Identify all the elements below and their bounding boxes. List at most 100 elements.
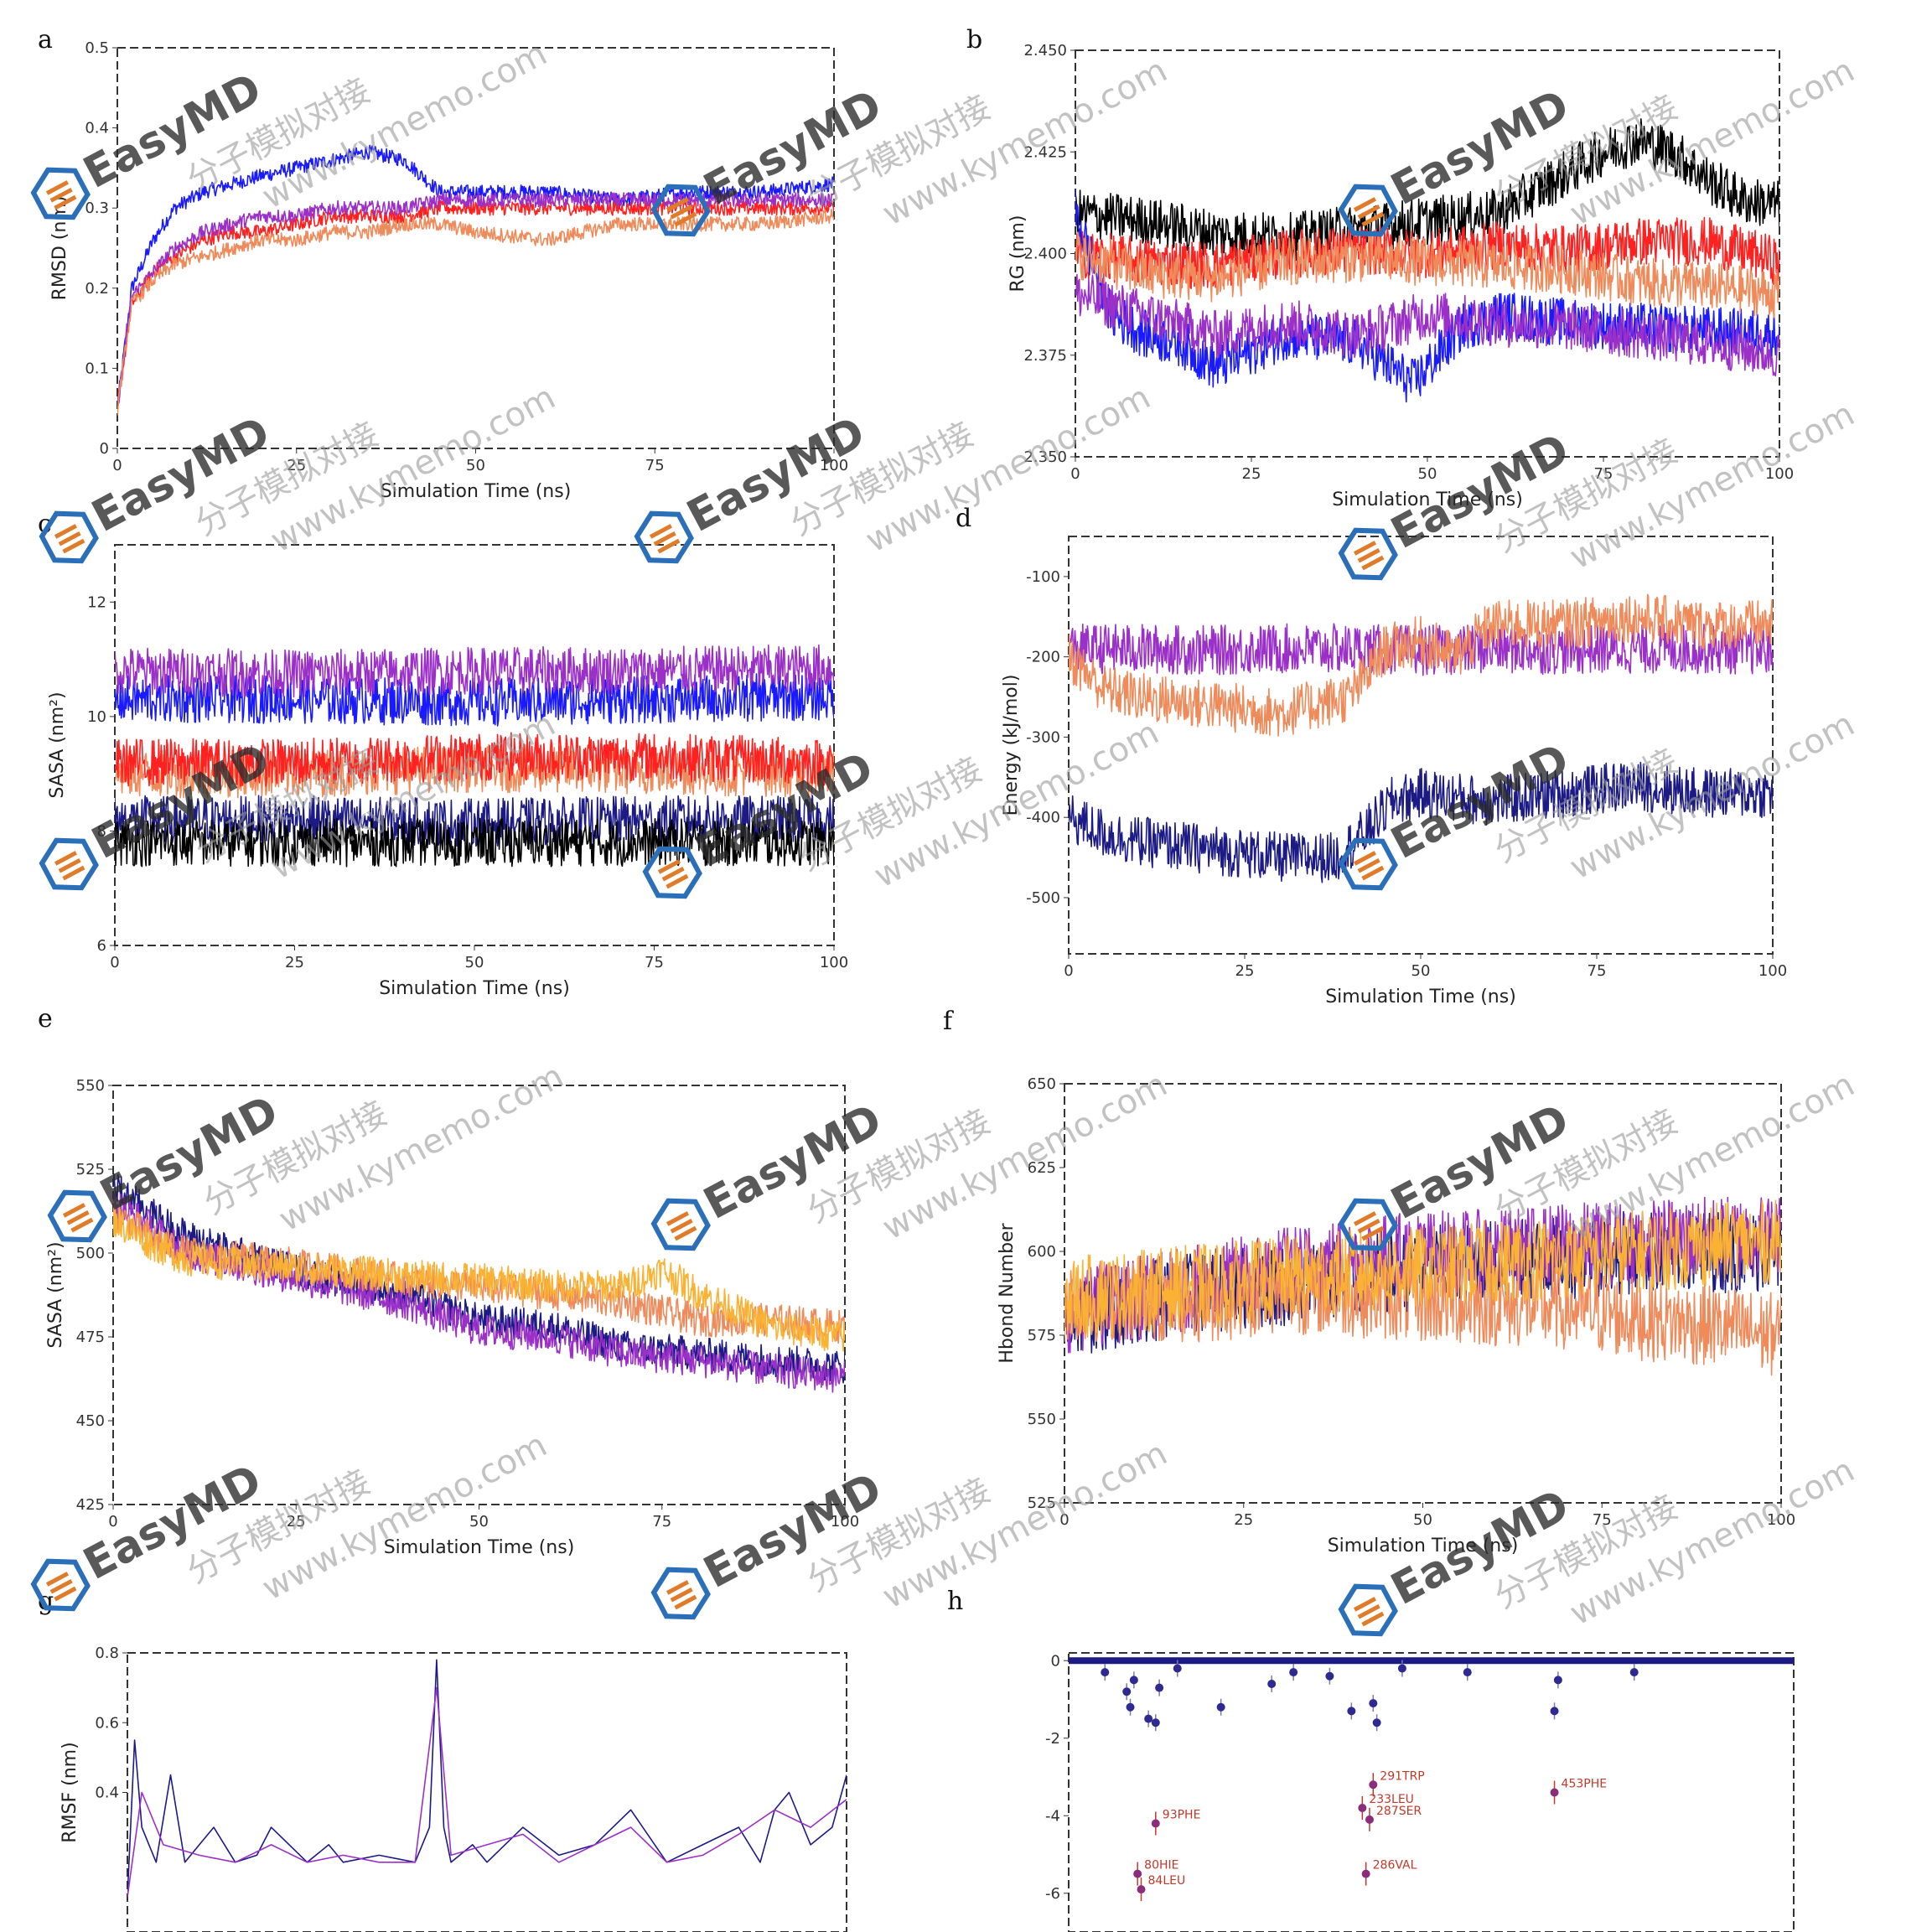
y-tick-label: 0.3 xyxy=(85,199,109,217)
series-line-3 xyxy=(1064,1199,1781,1339)
x-tick-label: 100 xyxy=(831,1513,859,1531)
data-point xyxy=(1347,1707,1356,1716)
point-label: 453PHE xyxy=(1562,1778,1608,1791)
y-tick-label: 2.400 xyxy=(1023,246,1067,263)
y-tick-label: 575 xyxy=(1028,1327,1056,1344)
data-point xyxy=(1155,1683,1164,1692)
labeled-point xyxy=(1365,1815,1374,1824)
x-tick-label: 50 xyxy=(1411,962,1431,980)
panel-letter: b xyxy=(966,25,982,54)
x-tick-label: 25 xyxy=(1235,962,1255,980)
y-tick-label: 0.4 xyxy=(85,120,109,137)
watermark-brand: EasyMD xyxy=(1383,1095,1577,1230)
y-tick-label: 500 xyxy=(76,1245,105,1262)
x-tick-label: 75 xyxy=(1594,465,1613,483)
panel-c: c 0 25 50 75 100 6 8 10 12 Simulation Time (ns) SAS… xyxy=(38,510,848,999)
series-line-3 xyxy=(115,732,834,787)
x-tick-label: 50 xyxy=(469,1513,489,1531)
x-tick-label: 75 xyxy=(652,1513,671,1531)
panel-letter: e xyxy=(38,1004,53,1033)
x-tick-label: 75 xyxy=(645,954,664,971)
series-line-1 xyxy=(1069,593,1773,737)
panel-a: a 0 25 50 75 100 0 0.1 0.2 0.3 0.4 0.5 Simulation Ti… xyxy=(38,25,848,502)
data-point xyxy=(1397,1664,1406,1673)
y-tick-label: 12 xyxy=(87,593,106,611)
plot-area xyxy=(117,144,834,416)
series-line-1 xyxy=(115,644,834,698)
y-tick-label: 525 xyxy=(1028,1494,1056,1512)
data-point xyxy=(1550,1707,1559,1716)
x-tick-label: 100 xyxy=(820,457,848,474)
y-tick-label: -500 xyxy=(1026,889,1060,907)
logo-icon-bars xyxy=(1353,1211,1385,1241)
watermark-brand: EasyMD xyxy=(696,1095,890,1230)
logo-icon xyxy=(1338,1198,1398,1251)
logo-icon xyxy=(30,1558,91,1612)
y-tick-label: 600 xyxy=(1028,1243,1056,1261)
x-tick-label: 25 xyxy=(287,1513,306,1531)
panel-e: e 0 25 50 75 100 425 450 475 500 525 550 Simulation … xyxy=(38,1004,859,1558)
point-label: 286VAL xyxy=(1373,1859,1417,1872)
labeled-point xyxy=(1361,1869,1370,1878)
series-line-3 xyxy=(1075,273,1779,377)
x-tick-label: 50 xyxy=(1418,465,1437,483)
x-axis-label: Simulation Time (ns) xyxy=(384,1537,575,1558)
x-axis-label: Simulation Time (ns) xyxy=(381,481,572,502)
data-point xyxy=(1325,1671,1334,1681)
x-tick-label: 25 xyxy=(287,457,306,474)
data-point xyxy=(1126,1702,1135,1712)
data-point xyxy=(1267,1680,1277,1688)
logo-icon-bars xyxy=(1353,197,1385,227)
y-tick-label: -6 xyxy=(1045,1885,1060,1903)
plot-area xyxy=(1075,118,1779,403)
x-tick-label: 25 xyxy=(285,954,304,971)
panel-letter: a xyxy=(38,25,53,54)
y-axis-label: RG (nm) xyxy=(1007,215,1028,293)
x-axis-label: Simulation Time (ns) xyxy=(379,978,570,999)
series-line-5 xyxy=(115,817,834,868)
y-tick-label: 0.5 xyxy=(85,39,109,57)
y-tick-label: -300 xyxy=(1026,728,1060,746)
logo-icon-bars xyxy=(45,180,77,210)
logo-icon-bars xyxy=(54,851,85,881)
data-point xyxy=(1151,1718,1160,1727)
labeled-point xyxy=(1133,1869,1142,1878)
y-tick-label: 0 xyxy=(1051,1652,1060,1670)
y-tick-label: -100 xyxy=(1026,568,1060,586)
series-line-0 xyxy=(1075,118,1779,262)
y-tick-label: -200 xyxy=(1026,649,1060,666)
y-axis-label: Energy (kJ/mol) xyxy=(1001,675,1022,816)
panel-letter: h xyxy=(947,1587,963,1616)
logo-icon xyxy=(30,167,91,220)
x-tick-label: 0 xyxy=(1064,962,1073,980)
labeled-point xyxy=(1358,1804,1367,1812)
logo-icon xyxy=(634,510,694,564)
y-tick-label: 0.6 xyxy=(95,1714,119,1732)
series-line-3 xyxy=(117,209,834,416)
labeled-point xyxy=(1550,1788,1559,1797)
logo-icon-bars xyxy=(649,524,681,554)
logo-icon xyxy=(650,1567,711,1620)
y-tick-label: 0.2 xyxy=(85,280,109,298)
y-tick-label: 6 xyxy=(97,937,106,955)
panel-letter: d xyxy=(956,504,971,533)
logo-icon xyxy=(642,846,702,899)
data-point xyxy=(1289,1668,1298,1677)
logo-icon xyxy=(1338,1583,1398,1637)
x-tick-label: 0 xyxy=(108,1513,117,1531)
point-label: 80HIE xyxy=(1144,1859,1178,1872)
y-tick-label: 8 xyxy=(97,822,106,840)
x-axis-label: Simulation Time (ns) xyxy=(1328,1536,1519,1556)
data-point xyxy=(1144,1714,1153,1723)
watermark-brand: EasyMD xyxy=(75,1455,270,1590)
watermark-brand: EasyMD xyxy=(92,1086,287,1221)
logo-icon xyxy=(1338,184,1398,237)
series-line-1 xyxy=(113,1193,845,1393)
panel-b: b 0 25 50 75 100 2.350 2.375 2.400 2.425 2.450 Simu… xyxy=(966,25,1794,510)
x-tick-label: 100 xyxy=(1758,962,1787,980)
y-tick-label: 475 xyxy=(76,1329,105,1346)
